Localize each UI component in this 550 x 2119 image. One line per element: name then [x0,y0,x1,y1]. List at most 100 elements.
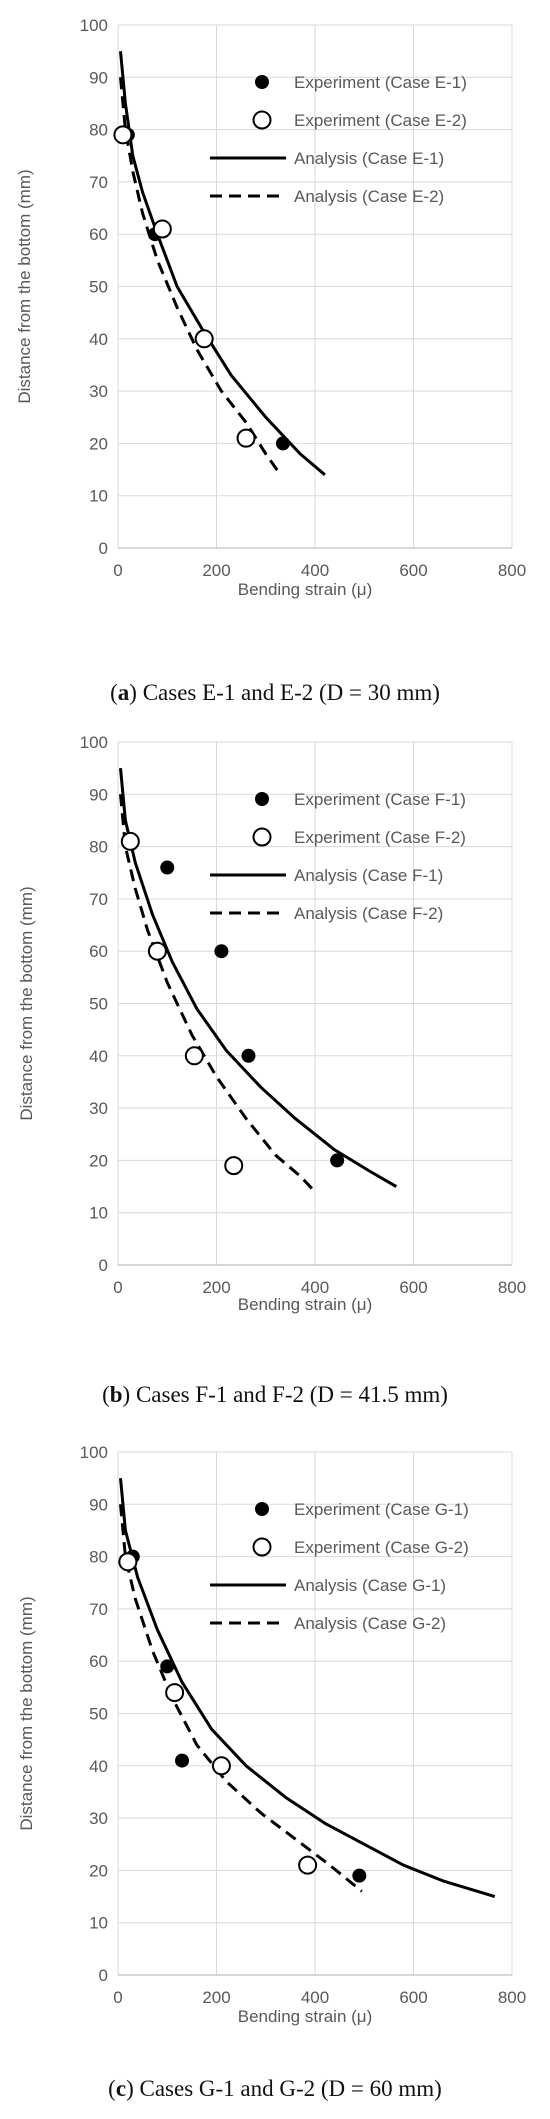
legend-marker-filled [255,792,269,806]
y-tick-label: 80 [89,121,108,140]
x-tick-label: 600 [399,1278,427,1297]
y-tick-label: 20 [89,1861,108,1880]
x-tick-label: 200 [202,1278,230,1297]
data-point-experiment-open [118,1552,138,1572]
chart-panel-b: 0 10 20 30 40 50 60 70 80 90 100 0 200 400 600 800 Bendi… [0,720,550,1430]
y-tick-label: 70 [89,1600,108,1619]
x-axis-label: Bending strain (μ) [238,580,373,599]
legend-label: Experiment (Case F-1) [294,790,466,809]
data-point-experiment-filled [330,1153,345,1168]
y-tick-label: 80 [89,1548,108,1567]
data-point-experiment-open [194,329,214,349]
series-line-analysis-2 [119,794,317,1193]
legend-marker-open [252,827,272,847]
y-tick-label: 70 [89,173,108,192]
y-tick-label: 50 [89,278,108,297]
legend-marker-filled [255,1502,269,1516]
y-tick-label: 20 [89,434,108,453]
series-line-analysis-1 [119,1478,496,1899]
y-axis-label: Distance from the bottom (mm) [17,1596,36,1830]
series-line-analysis-2 [119,1504,363,1893]
caption-c: (c) Cases G-1 and G-2 (D = 60 mm) [108,2076,442,2101]
legend-label: Analysis (Case G-2) [294,1614,446,1633]
data-point-experiment-open [224,1156,244,1176]
y-axis-label: Distance from the bottom (mm) [17,886,36,1120]
data-point-experiment-open [152,219,172,239]
y-tick-label: 80 [89,838,108,857]
y-tick-label: 20 [89,1151,108,1170]
x-tick-label: 800 [498,561,526,580]
x-tick-label: 600 [399,1988,427,2007]
y-tick-label: 50 [89,995,108,1014]
caption-b: (b) Cases F-1 and F-2 (D = 41.5 mm) [102,1382,448,1407]
y-tick-label: 90 [89,1495,108,1514]
caption-b-text: Cases F-1 and F-2 (D = 41.5 mm) [135,1382,448,1407]
y-axis-label: Distance from the bottom (mm) [15,169,34,403]
data-point-experiment-open [236,428,256,448]
legend-label: Analysis (Case E-2) [294,187,444,206]
x-tick-label: 0 [113,1988,122,2007]
data-point-experiment-open [147,941,167,961]
y-tick-label: 10 [89,487,108,506]
y-tick-label: 30 [89,1099,108,1118]
legend-label: Experiment (Case E-1) [294,73,467,92]
caption-c-text: Cases G-1 and G-2 (D = 60 mm) [139,2076,442,2101]
data-point-experiment-filled [352,1868,367,1883]
y-tick-label: 0 [99,539,108,558]
x-tick-label: 400 [301,1278,329,1297]
series-line-analysis-1 [119,768,398,1188]
y-tick-label: 30 [89,1809,108,1828]
x-axis-label: Bending strain (μ) [238,2007,373,2026]
legend-label: Experiment (Case F-2) [294,828,466,847]
y-tick-label: 90 [89,785,108,804]
legend-label: Experiment (Case E-2) [294,111,467,130]
legend-label: Analysis (Case F-2) [294,904,443,923]
legend-label: Experiment (Case G-2) [294,1538,469,1557]
data-point-experiment-open [120,831,140,851]
data-point-experiment-open [298,1855,318,1875]
y-tick-label: 30 [89,382,108,401]
y-tick-label: 0 [99,1256,108,1275]
x-tick-label: 400 [301,561,329,580]
x-tick-label: 0 [113,1278,122,1297]
caption-a-label: a [117,680,130,705]
legend-marker-filled [255,75,269,89]
y-tick-label: 50 [89,1705,108,1724]
x-tick-label: 800 [498,1988,526,2007]
x-tick-label: 0 [113,561,122,580]
data-point-experiment-filled [160,1659,175,1674]
y-tick-label: 60 [89,1652,108,1671]
chart-panel-a: 0 10 20 30 40 50 60 70 80 90 100 0 200 400 600 800 Bendi… [0,0,550,720]
caption-b-label: b [109,1382,123,1407]
data-point-experiment-filled [175,1753,190,1768]
chart-a: 0 10 20 30 40 50 60 70 80 90 100 0 200 400 600 800 Bendi… [15,16,526,599]
x-tick-label: 400 [301,1988,329,2007]
y-tick-label: 10 [89,1204,108,1223]
x-tick-label: 200 [202,1988,230,2007]
y-tick-label: 60 [89,225,108,244]
y-tick-label: 40 [89,330,108,349]
y-tick-label: 100 [80,16,108,35]
x-tick-label: 600 [399,561,427,580]
y-tick-label: 100 [80,1443,108,1462]
data-point-experiment-filled [214,944,229,959]
caption-a: (a) Cases E-1 and E-2 (D = 30 mm) [110,680,440,705]
legend-label: Analysis (Case G-1) [294,1576,446,1595]
chart-panel-c: 0 10 20 30 40 50 60 70 80 90 100 0 200 400 600 800 Bendi… [0,1430,550,2119]
y-tick-label: 70 [89,890,108,909]
data-point-experiment-open [165,1683,185,1703]
y-tick-label: 90 [89,68,108,87]
y-tick-label: 0 [99,1966,108,1985]
chart-c: 0 10 20 30 40 50 60 70 80 90 100 0 200 400 600 800 Bendi… [17,1443,526,2026]
x-tick-label: 200 [202,561,230,580]
data-point-experiment-open [184,1046,204,1066]
y-tick-label: 10 [89,1914,108,1933]
chart-b: 0 10 20 30 40 50 60 70 80 90 100 0 200 400 600 800 Bendi… [17,733,526,1314]
legend-marker-open [252,110,272,130]
legend-label: Experiment (Case G-1) [294,1500,469,1519]
y-tick-label: 40 [89,1757,108,1776]
y-tick-label: 100 [80,733,108,752]
legend-label: Analysis (Case F-1) [294,866,443,885]
x-tick-label: 800 [498,1278,526,1297]
caption-c-label: c [115,2076,127,2101]
